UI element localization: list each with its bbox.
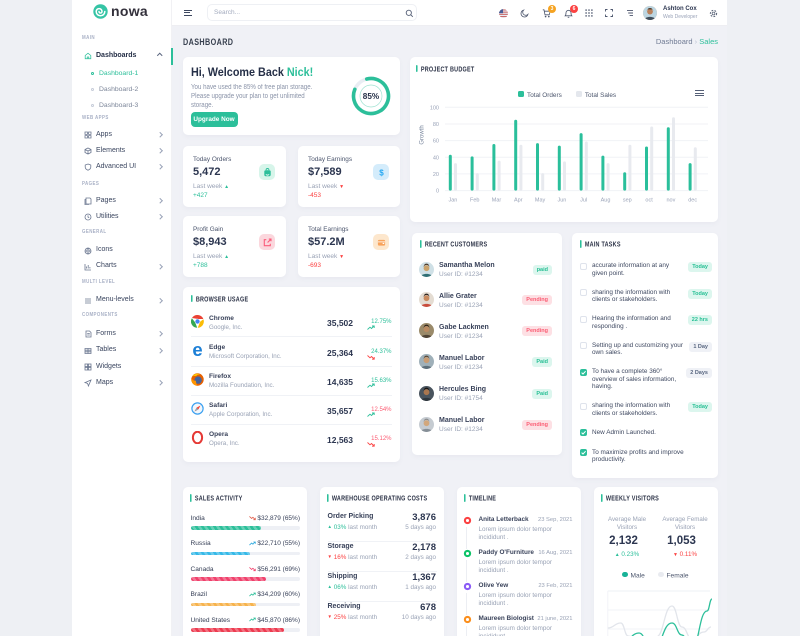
svg-text:sep: sep	[623, 198, 632, 204]
svg-text:Jan: Jan	[448, 198, 457, 204]
svg-text:Aug: Aug	[601, 198, 611, 204]
svg-text:dec: dec	[688, 198, 697, 204]
svg-text:100: 100	[430, 105, 439, 111]
svg-text:80: 80	[433, 122, 439, 128]
svg-text:Apr: Apr	[514, 198, 523, 204]
svg-text:20: 20	[433, 172, 439, 178]
svg-text:Feb: Feb	[470, 198, 479, 204]
svg-text:May: May	[535, 198, 546, 204]
svg-text:40: 40	[433, 155, 439, 161]
svg-text:Mar: Mar	[492, 198, 502, 204]
svg-text:Jun: Jun	[557, 198, 566, 204]
svg-text:nov: nov	[666, 198, 675, 204]
svg-text:85%: 85%	[362, 91, 379, 100]
svg-text:$: $	[379, 168, 384, 177]
svg-text:e: e	[192, 344, 202, 357]
svg-text:Jul: Jul	[580, 198, 587, 204]
svg-text:oct: oct	[645, 198, 653, 204]
svg-text:60: 60	[433, 139, 439, 145]
svg-text:0: 0	[436, 189, 439, 195]
